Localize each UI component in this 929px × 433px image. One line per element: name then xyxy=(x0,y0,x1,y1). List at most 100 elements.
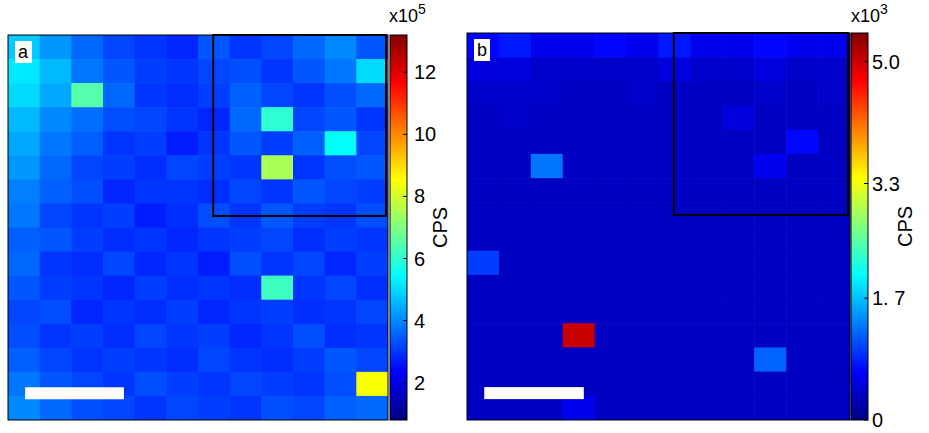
multiplier-base: x10 xyxy=(389,6,418,26)
cell xyxy=(356,252,388,277)
cell xyxy=(531,227,564,252)
cell xyxy=(261,35,293,60)
cell xyxy=(722,106,755,131)
cell xyxy=(71,179,103,204)
cell xyxy=(40,324,72,349)
cell xyxy=(325,59,357,84)
cell xyxy=(690,57,723,82)
cell xyxy=(467,154,500,179)
cell xyxy=(135,35,167,60)
cell xyxy=(690,396,723,420)
cell xyxy=(293,107,325,132)
cell xyxy=(818,323,850,348)
cell xyxy=(166,276,198,301)
cell xyxy=(40,155,72,180)
cell xyxy=(293,83,325,108)
cell xyxy=(722,372,755,397)
cell xyxy=(499,251,532,276)
cell xyxy=(563,347,596,372)
cell xyxy=(563,299,596,324)
cell xyxy=(722,396,755,420)
cell xyxy=(8,179,40,204)
cell xyxy=(690,275,723,300)
colorbar xyxy=(851,33,868,420)
cell xyxy=(754,130,787,155)
cell xyxy=(499,154,532,179)
cell xyxy=(71,107,103,132)
cell xyxy=(818,106,850,131)
cell xyxy=(563,396,596,420)
cell xyxy=(690,154,723,179)
cell xyxy=(166,35,198,60)
cell xyxy=(8,203,40,228)
cell xyxy=(659,347,692,372)
cell xyxy=(627,106,660,131)
cell xyxy=(198,276,230,301)
cell xyxy=(356,59,388,84)
cell xyxy=(818,154,850,179)
cell xyxy=(293,324,325,349)
cell xyxy=(103,203,135,228)
cell xyxy=(722,154,755,179)
panel: a24681012x105CPS xyxy=(8,1,451,421)
cell xyxy=(166,83,198,108)
cell xyxy=(722,81,755,106)
cell xyxy=(754,372,787,397)
cell xyxy=(595,227,628,252)
cell xyxy=(8,300,40,325)
cell xyxy=(8,131,40,156)
cell xyxy=(198,300,230,325)
cell xyxy=(198,396,230,420)
cell xyxy=(230,179,262,204)
cell xyxy=(818,372,850,397)
cell xyxy=(563,227,596,252)
cell xyxy=(818,251,850,276)
cell xyxy=(261,228,293,253)
cell xyxy=(818,396,850,420)
cell xyxy=(595,130,628,155)
cell xyxy=(356,276,388,301)
cell xyxy=(722,130,755,155)
cell xyxy=(103,276,135,301)
heatmap-cells xyxy=(467,33,850,420)
cell xyxy=(595,154,628,179)
cell xyxy=(356,155,388,180)
colorbar-tick xyxy=(403,320,407,321)
cell xyxy=(531,33,564,58)
cell xyxy=(563,178,596,203)
cell xyxy=(818,178,850,203)
colorbar-tick-label: 10 xyxy=(414,123,436,145)
cell xyxy=(293,155,325,180)
cell xyxy=(595,57,628,82)
cell xyxy=(8,228,40,253)
cell xyxy=(230,276,262,301)
inset-box xyxy=(213,35,386,216)
cell xyxy=(40,276,72,301)
cell xyxy=(135,324,167,349)
cell xyxy=(40,83,72,108)
cell xyxy=(531,106,564,131)
cell xyxy=(8,324,40,349)
cell xyxy=(563,323,596,348)
cell xyxy=(40,203,72,228)
cell xyxy=(531,275,564,300)
cell xyxy=(230,324,262,349)
cell xyxy=(627,396,660,420)
panel-letter: a xyxy=(18,42,29,62)
cell xyxy=(135,228,167,253)
colorbar-tick xyxy=(403,382,407,383)
cell xyxy=(786,130,819,155)
cell xyxy=(786,33,819,58)
cell xyxy=(722,347,755,372)
cell xyxy=(563,33,596,58)
cell xyxy=(786,372,819,397)
cell xyxy=(595,299,628,324)
cell xyxy=(40,179,72,204)
cell xyxy=(230,396,262,420)
cell xyxy=(325,252,357,277)
colorbar-tick-label: 2 xyxy=(414,372,425,394)
colorbar-tick-label: 12 xyxy=(414,61,436,83)
cell xyxy=(261,155,293,180)
cell xyxy=(166,59,198,84)
cell xyxy=(293,276,325,301)
